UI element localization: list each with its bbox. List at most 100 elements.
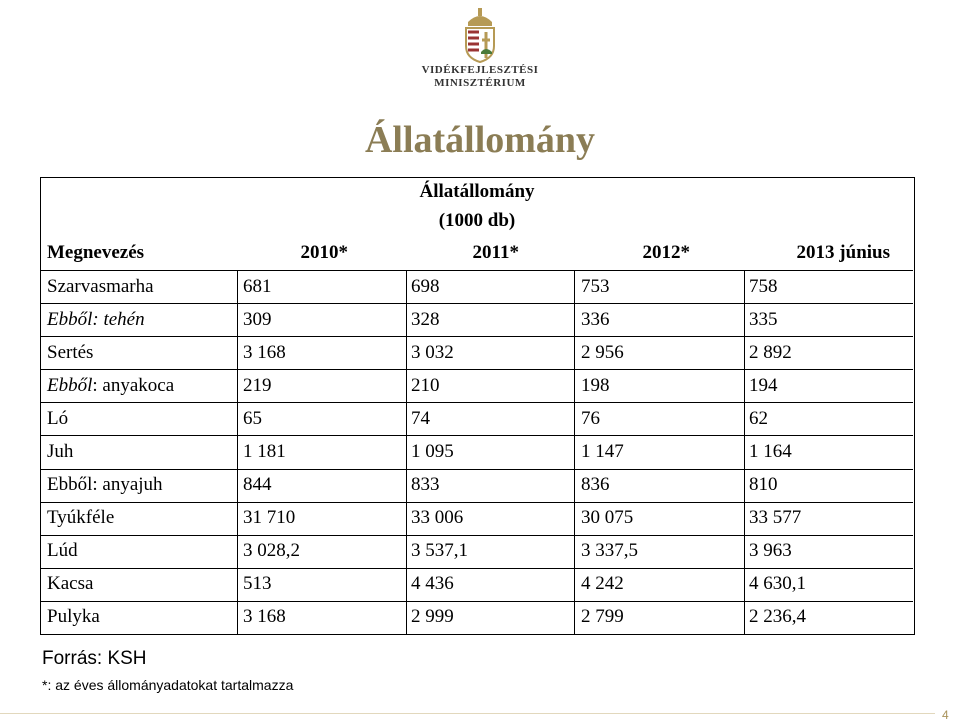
column-header: 2011* bbox=[472, 242, 519, 263]
cell-value: 336 bbox=[581, 308, 610, 330]
column-divider bbox=[744, 600, 745, 634]
row-divider bbox=[41, 501, 913, 503]
footer-rule bbox=[0, 713, 935, 714]
column-header: 2010* bbox=[300, 242, 349, 263]
page-number: 4 bbox=[942, 708, 949, 722]
ministry-name: VIDÉKFEJLESZTÉSI MINISZTÉRIUM bbox=[380, 64, 580, 90]
cell-value: 3 168 bbox=[243, 606, 286, 628]
column-divider bbox=[406, 270, 407, 304]
table-caption: Állatállomány bbox=[419, 181, 535, 202]
ministry-line: MINISZTÉRIUM bbox=[434, 77, 526, 89]
table-unit: (1000 db) bbox=[438, 210, 516, 231]
cell-value: 328 bbox=[411, 308, 440, 330]
column-divider bbox=[574, 567, 575, 601]
row-label: Lúd bbox=[47, 540, 78, 562]
cell-value: 513 bbox=[243, 573, 272, 595]
column-divider bbox=[237, 303, 238, 337]
column-divider bbox=[406, 303, 407, 337]
column-divider bbox=[237, 501, 238, 535]
cell-value: 698 bbox=[411, 275, 440, 297]
column-header: 2013 június bbox=[796, 242, 890, 263]
column-divider bbox=[744, 468, 745, 502]
column-divider bbox=[237, 567, 238, 601]
column-divider bbox=[574, 534, 575, 568]
row-label-italic: Ebből bbox=[47, 374, 93, 396]
column-divider bbox=[406, 336, 407, 370]
cell-value: 833 bbox=[411, 474, 440, 496]
column-divider bbox=[574, 369, 575, 403]
slide-title: Állatállomány bbox=[364, 119, 596, 161]
column-divider bbox=[237, 468, 238, 502]
column-divider bbox=[574, 435, 575, 469]
cell-value: 2 999 bbox=[411, 606, 454, 628]
cell-value: 2 892 bbox=[749, 341, 792, 363]
row-label: Sertés bbox=[47, 341, 94, 363]
column-divider bbox=[406, 567, 407, 601]
cell-value: 758 bbox=[749, 275, 778, 297]
row-label-rest: : anyakoca bbox=[92, 374, 175, 396]
column-divider bbox=[406, 369, 407, 403]
cell-value: 810 bbox=[749, 474, 778, 496]
cell-value: 4 242 bbox=[581, 573, 624, 595]
row-label: Kacsa bbox=[47, 573, 94, 595]
column-divider bbox=[744, 336, 745, 370]
cell-value: 1 164 bbox=[749, 441, 792, 462]
column-divider bbox=[744, 369, 745, 403]
column-divider bbox=[744, 534, 745, 568]
cell-value: 219 bbox=[243, 374, 272, 396]
cell-value: 335 bbox=[749, 308, 778, 330]
cell-value: 681 bbox=[243, 275, 272, 297]
cell-value: 4 436 bbox=[411, 573, 454, 595]
data-table: Állatállomány (1000 db) Megnevezés 2010* 201… bbox=[40, 177, 915, 635]
column-divider bbox=[237, 402, 238, 436]
cell-value: 1 181 bbox=[243, 441, 286, 462]
row-divider bbox=[41, 402, 913, 404]
column-divider bbox=[744, 270, 745, 304]
row-label: Tyúkféle bbox=[47, 507, 115, 529]
cell-value: 33 006 bbox=[411, 507, 464, 529]
row-label: Juh bbox=[47, 441, 74, 462]
row-divider bbox=[41, 468, 913, 470]
cell-value: 309 bbox=[243, 308, 272, 330]
column-divider bbox=[574, 468, 575, 502]
row-label: Ebből: anyajuh bbox=[47, 474, 163, 496]
column-divider bbox=[744, 435, 745, 469]
row-label: Szarvasmarha bbox=[47, 275, 154, 297]
column-divider bbox=[574, 501, 575, 535]
row-divider bbox=[41, 303, 913, 305]
column-divider bbox=[237, 600, 238, 634]
column-divider bbox=[744, 501, 745, 535]
cell-value: 30 075 bbox=[581, 507, 634, 529]
cell-value: 3 337,5 bbox=[581, 540, 638, 562]
cell-value: 65 bbox=[243, 407, 262, 429]
column-divider bbox=[574, 402, 575, 436]
column-divider bbox=[237, 270, 238, 304]
column-divider bbox=[574, 303, 575, 337]
column-divider bbox=[574, 270, 575, 304]
column-divider bbox=[237, 369, 238, 403]
cell-value: 1 147 bbox=[581, 441, 624, 462]
row-label: Ló bbox=[47, 407, 69, 429]
column-header: Megnevezés bbox=[47, 242, 145, 263]
column-header: 2012* bbox=[642, 242, 691, 263]
row-label: Ebből: anyakoca bbox=[47, 375, 174, 397]
cell-value: 844 bbox=[243, 474, 272, 496]
row-label: Ebből: tehén bbox=[47, 308, 145, 330]
cell-value: 3 963 bbox=[749, 540, 792, 562]
source-note: Forrás: KSH bbox=[42, 648, 147, 669]
column-divider bbox=[574, 336, 575, 370]
row-divider bbox=[41, 369, 913, 371]
cell-value: 836 bbox=[581, 474, 610, 496]
cell-value: 194 bbox=[749, 374, 778, 396]
cell-value: 2 799 bbox=[581, 606, 624, 628]
row-divider bbox=[41, 567, 913, 569]
column-divider bbox=[237, 435, 238, 469]
row-divider bbox=[41, 600, 913, 602]
column-divider bbox=[574, 600, 575, 634]
column-divider bbox=[237, 336, 238, 370]
ministry-line: VIDÉKFEJLESZTÉSI bbox=[421, 64, 539, 76]
cell-value: 3 168 bbox=[243, 341, 286, 363]
cell-value: 753 bbox=[581, 275, 610, 297]
row-divider bbox=[41, 435, 913, 437]
